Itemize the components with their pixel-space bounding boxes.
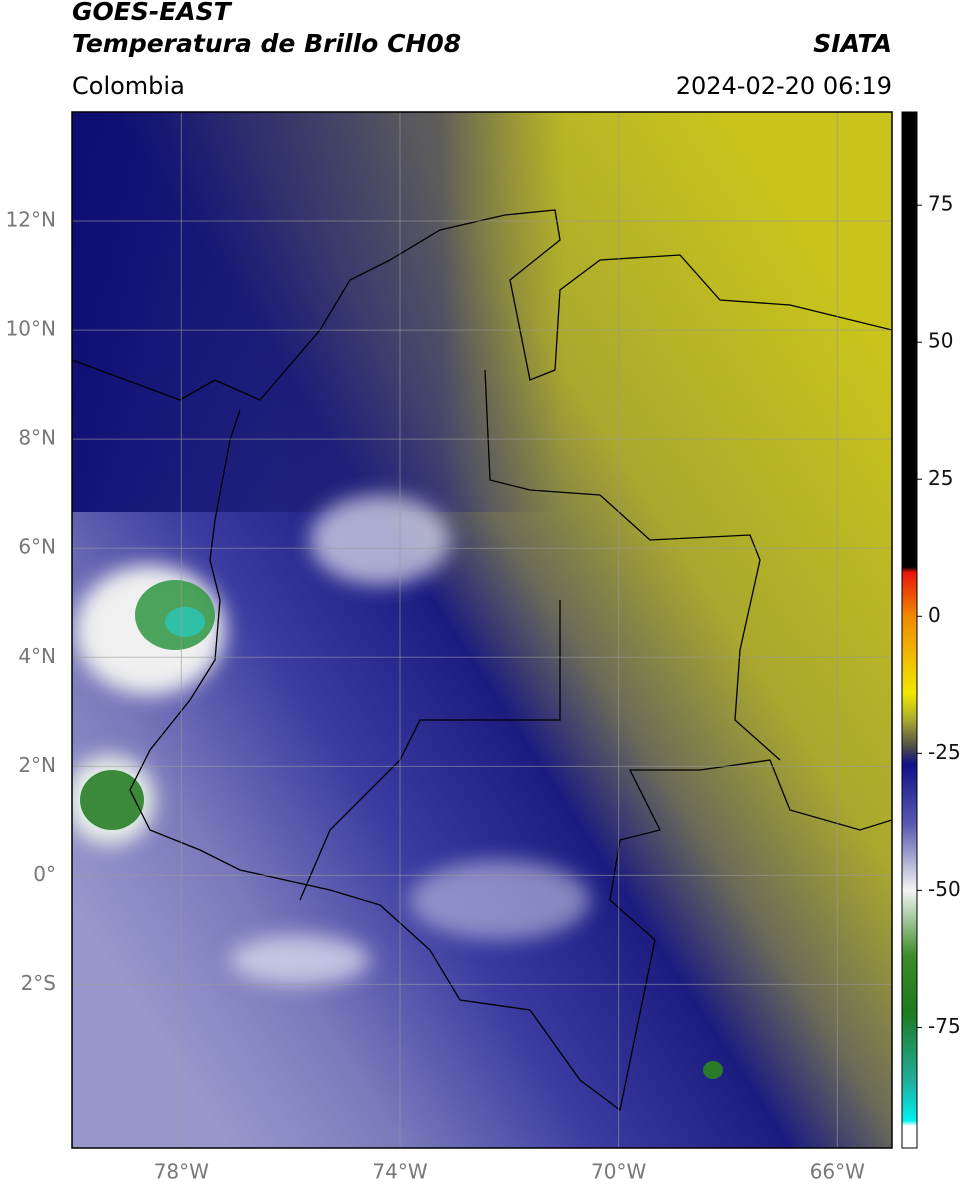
- lat-tick-label: 2°N: [18, 753, 56, 777]
- title: GOES-EAST: [72, 0, 233, 26]
- grid: [72, 112, 892, 1148]
- lon-tick-label: 74°W: [372, 1160, 427, 1184]
- lon-tick-label: 78°W: [154, 1160, 209, 1184]
- colorbar-tick-label: 25: [928, 466, 953, 490]
- lat-tick-label: 6°N: [18, 535, 56, 559]
- lat-tick-label: 8°N: [18, 426, 56, 450]
- lat-tick-label: 10°N: [6, 317, 56, 341]
- colorbar-tick-label: -75: [928, 1014, 961, 1038]
- map-imagery: [72, 112, 892, 1148]
- lon-tick-label: 70°W: [591, 1160, 646, 1184]
- lat-tick-label: 4°N: [18, 644, 56, 668]
- lat-tick-label: 12°N: [6, 208, 56, 232]
- cold-top: [80, 770, 144, 830]
- lat-tick-label: 0°: [33, 862, 56, 886]
- region: Colombia: [72, 72, 185, 100]
- lat-tick-label: 2°S: [21, 971, 56, 995]
- cold-top: [703, 1061, 723, 1079]
- imagery-layer: [72, 112, 892, 512]
- colorbar-tick-label: -25: [928, 740, 961, 764]
- colorbar-tick-label: 75: [928, 192, 953, 216]
- cold-top: [165, 607, 205, 637]
- boundaries: [72, 209, 892, 1112]
- colorbar-tick-label: 50: [928, 329, 953, 353]
- subtitle: Temperatura de Brillo CH08: [72, 29, 461, 58]
- colorbar-tick-label: 0: [928, 603, 941, 627]
- datetime: 2024-02-20 06:19: [676, 72, 892, 100]
- colorbar-tick-label: -50: [928, 877, 961, 901]
- colorbar: [901, 111, 918, 1149]
- source: SIATA: [813, 29, 892, 58]
- lon-tick-label: 66°W: [810, 1160, 865, 1184]
- map-frame: [71, 111, 893, 1149]
